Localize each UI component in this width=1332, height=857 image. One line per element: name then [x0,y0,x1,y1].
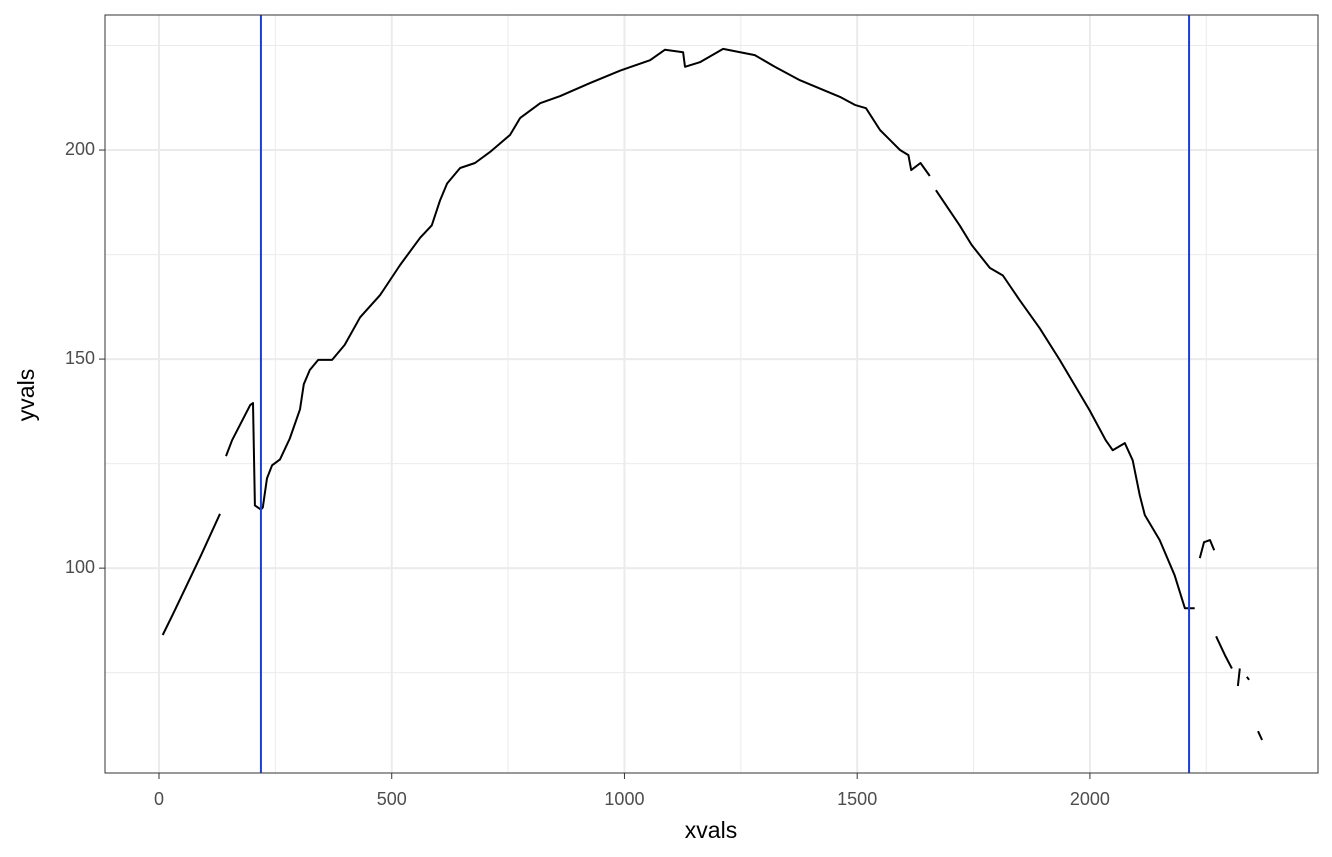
x-tick-label: 500 [377,789,407,809]
data-line [161,47,1264,741]
y-tick-label: 200 [65,139,95,159]
x-axis-title: xvals [685,817,737,843]
panel-border [104,14,1319,774]
x-tick-label: 1500 [837,789,877,809]
y-tick-label: 100 [65,557,95,577]
x-tick-label: 1000 [604,789,644,809]
y-axis-title: yvals [13,369,39,421]
y-tick-label: 150 [65,348,95,368]
x-tick-label: 2000 [1070,789,1110,809]
x-tick-label: 0 [154,789,164,809]
